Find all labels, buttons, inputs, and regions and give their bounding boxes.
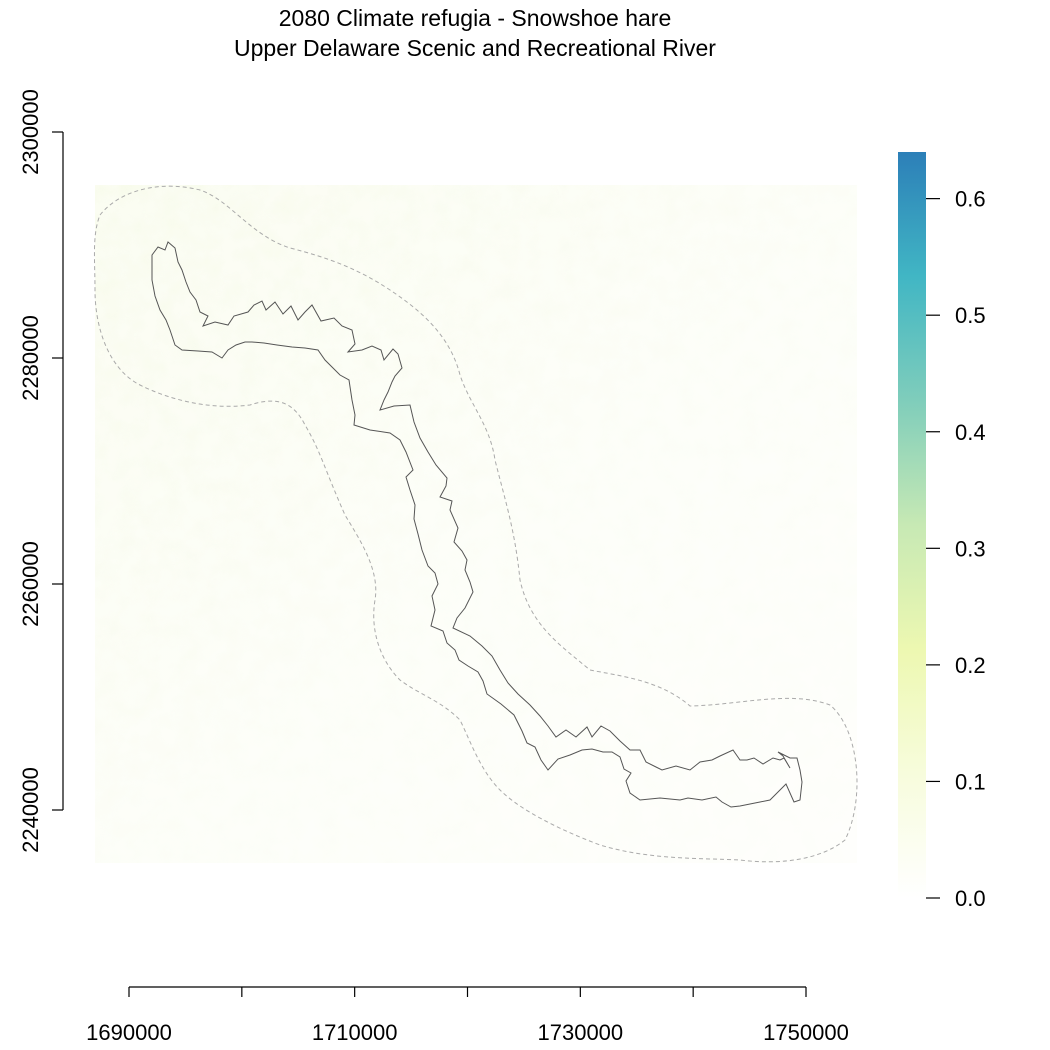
y-tick-label: 2240000: [18, 767, 43, 853]
x-tick-label: 1750000: [763, 1020, 849, 1045]
x-tick-label: 1690000: [86, 1020, 172, 1045]
legend-tick-label: 0.5: [955, 303, 986, 328]
x-tick-label: 1710000: [312, 1020, 398, 1045]
y-axis: 2240000 2260000 2280000 2300000: [18, 89, 64, 853]
map-subtitle: Upper Delaware Scenic and Recreational R…: [234, 35, 716, 61]
legend: 0.0 0.1 0.2 0.3 0.4 0.5 0.6: [898, 152, 986, 911]
map-title: 2080 Climate refugia - Snowshoe hare: [279, 5, 672, 31]
buffer-boundary: [93, 185, 858, 863]
legend-tick-label: 0.4: [955, 420, 986, 445]
legend-tick-label: 0.1: [955, 769, 986, 794]
legend-tick-label: 0.2: [955, 653, 986, 678]
x-axis: 1690000 1710000 1730000 1750000: [86, 986, 849, 1045]
legend-tick-label: 0.6: [955, 187, 986, 212]
y-tick-label: 2300000: [18, 89, 43, 175]
legend-tick-label: 0.3: [955, 536, 986, 561]
refugia-raster: [95, 185, 857, 863]
y-tick-label: 2260000: [18, 541, 43, 627]
park-boundary: [151, 241, 803, 808]
x-tick-label: 1730000: [538, 1020, 624, 1045]
legend-tick-label: 0.0: [955, 886, 986, 911]
legend-color-bar: [898, 152, 926, 898]
y-tick-label: 2280000: [18, 315, 43, 401]
